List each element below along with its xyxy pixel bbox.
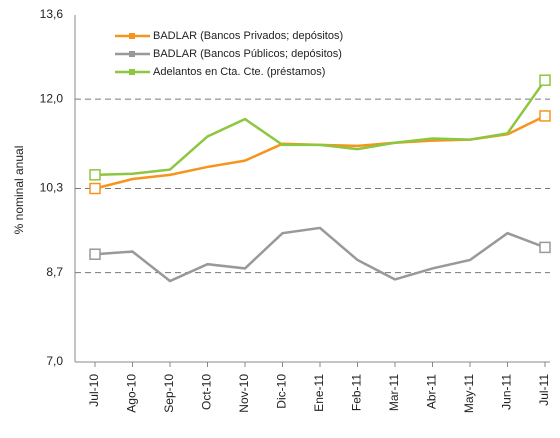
legend-marker — [129, 51, 135, 57]
x-tick-label: Ago-10 — [125, 374, 139, 413]
series-line — [94, 79, 547, 177]
y-tick-label: 12,0 — [40, 91, 64, 105]
x-tick-label: Feb-11 — [350, 374, 364, 411]
legend-label: Adelantos en Cta. Cte. (préstamos) — [153, 66, 325, 78]
x-tick-label: Nov-10 — [237, 374, 251, 413]
x-tick-label: Jun-11 — [500, 374, 514, 410]
x-tick-label: Dic-10 — [275, 374, 289, 409]
legend-marker — [129, 69, 135, 75]
legend-label: BADLAR (Bancos Privados; depósitos) — [153, 30, 343, 42]
legend-marker — [129, 33, 135, 39]
y-tick-label: 7,0 — [46, 354, 63, 368]
end-marker — [539, 74, 551, 86]
x-tick-label: Sep-10 — [162, 374, 176, 413]
y-axis-label: % nominal anual — [12, 146, 26, 235]
end-marker — [89, 169, 101, 181]
x-tick-label: Jul-11 — [537, 374, 551, 406]
legend-label: BADLAR (Bancos Públicos; depósitos) — [153, 48, 342, 60]
x-tick-label: Oct-10 — [200, 374, 214, 410]
x-tick-label: Mar-11 — [387, 374, 401, 411]
end-marker — [89, 182, 101, 195]
end-marker — [539, 110, 551, 122]
x-tick-label: May-11 — [462, 374, 476, 413]
series-line — [94, 114, 546, 190]
y-tick-label: 10,3 — [40, 181, 64, 195]
series-line — [94, 226, 546, 283]
x-tick-label: Abr-11 — [425, 374, 439, 409]
end-marker — [539, 241, 551, 254]
end-marker — [89, 248, 101, 260]
y-tick-label: 13,6 — [40, 7, 64, 21]
x-tick-label: Ene-11 — [312, 374, 326, 412]
y-tick-label: 8,7 — [46, 265, 63, 279]
x-tick-label: Jul-10 — [87, 374, 101, 407]
